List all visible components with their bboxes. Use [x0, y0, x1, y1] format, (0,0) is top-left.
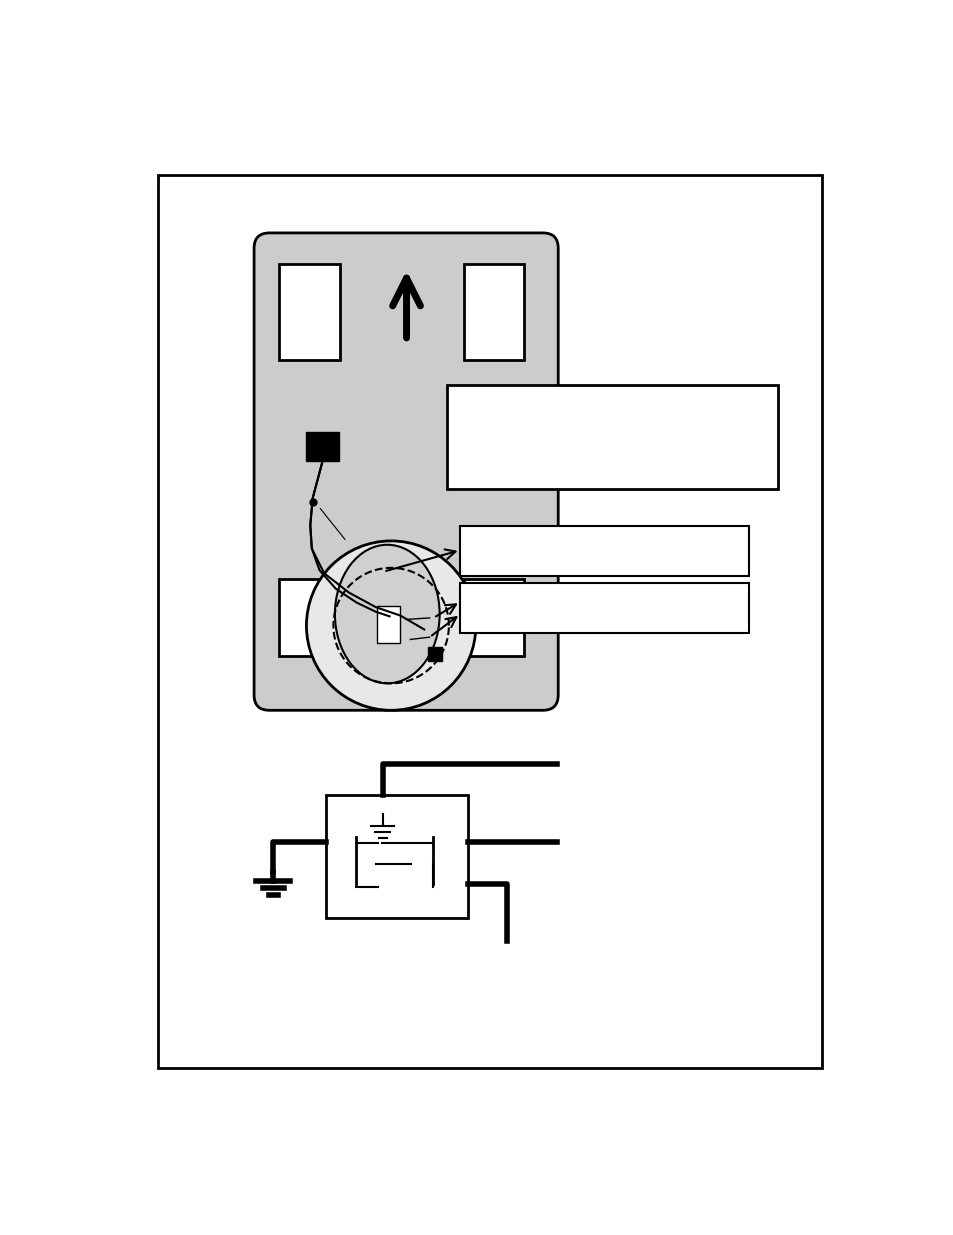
FancyBboxPatch shape	[253, 233, 558, 710]
Bar	[376, 606, 400, 643]
Bar	[446, 385, 777, 489]
Bar	[464, 579, 524, 656]
Bar	[428, 647, 441, 661]
Bar	[325, 795, 468, 918]
Bar	[306, 431, 338, 461]
Bar	[279, 579, 339, 656]
Bar	[464, 264, 524, 359]
Bar	[460, 526, 748, 576]
Ellipse shape	[335, 545, 439, 683]
Ellipse shape	[306, 541, 476, 710]
Bar	[460, 583, 748, 634]
Bar	[279, 264, 339, 359]
